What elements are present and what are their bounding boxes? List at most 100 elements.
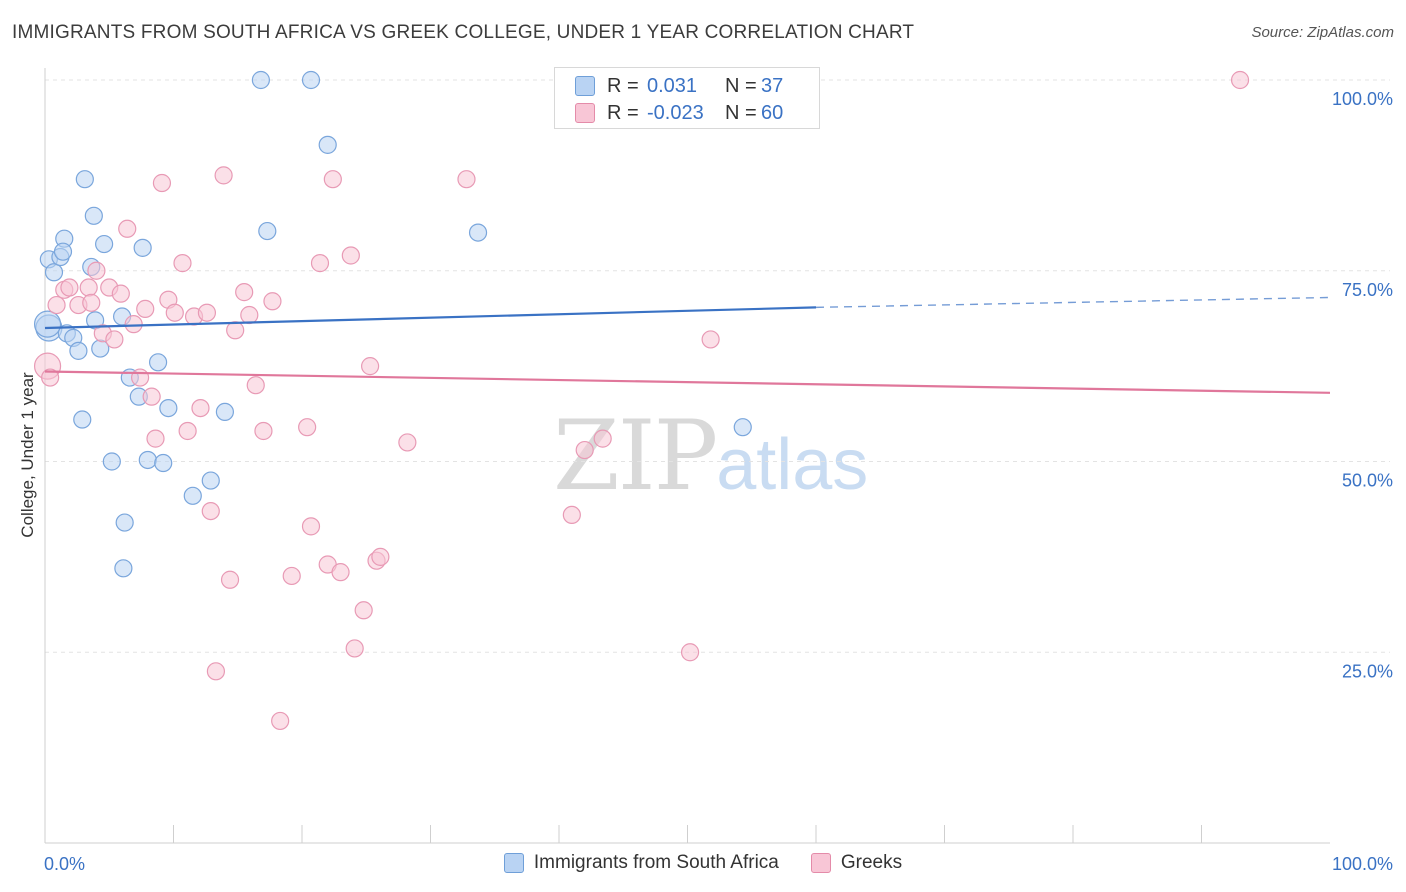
- point-greeks: [173, 254, 192, 273]
- point-greeks: [271, 711, 290, 731]
- point-greeks: [345, 639, 364, 658]
- point-greeks: [562, 505, 581, 525]
- point-greeks: [361, 357, 380, 376]
- point-south-africa: [183, 486, 202, 505]
- point-greeks: [301, 517, 321, 536]
- point-south-africa: [318, 135, 337, 154]
- point-greeks: [105, 330, 124, 349]
- point-greeks: [87, 261, 106, 280]
- point-south-africa: [154, 453, 173, 473]
- point-greeks: [235, 283, 254, 302]
- point-greeks: [701, 330, 720, 349]
- point-greeks: [398, 433, 417, 452]
- legend-row-pink: R = -0.023 N = 60: [575, 99, 783, 127]
- point-greeks: [310, 254, 330, 273]
- point-greeks: [165, 303, 184, 322]
- point-greeks: [354, 601, 373, 620]
- series-legend: Immigrants from South Africa Greeks: [0, 852, 1406, 874]
- point-greeks: [214, 166, 233, 185]
- y-tick-label: 100.0%: [1332, 89, 1393, 109]
- legend-r-label: R =: [607, 74, 639, 97]
- point-greeks: [240, 305, 259, 325]
- x-tick-label: 0.0%: [44, 854, 85, 874]
- point-greeks: [575, 440, 594, 460]
- x-tick-label: 100.0%: [1332, 854, 1393, 874]
- point-south-africa: [159, 398, 178, 418]
- point-greeks: [246, 376, 265, 395]
- trendline-greeks: [44, 370, 1331, 394]
- point-south-africa: [69, 341, 88, 360]
- point-south-africa: [115, 513, 134, 532]
- point-greeks: [680, 643, 700, 662]
- point-greeks: [457, 170, 476, 189]
- point-greeks: [331, 563, 350, 582]
- point-greeks: [124, 315, 143, 334]
- point-greeks: [130, 368, 150, 387]
- point-greeks: [146, 429, 165, 448]
- point-greeks: [47, 295, 66, 315]
- point-south-africa: [201, 471, 220, 490]
- point-south-africa: [73, 410, 92, 429]
- point-south-africa: [44, 263, 64, 282]
- point-greeks: [197, 303, 217, 322]
- point-south-africa: [258, 221, 277, 241]
- point-south-africa: [114, 559, 133, 578]
- point-south-africa: [215, 402, 234, 422]
- y-tick-label: 75.0%: [1342, 280, 1393, 300]
- point-greeks: [41, 368, 60, 387]
- legend-item-south-africa[interactable]: Immigrants from South Africa: [503, 852, 779, 874]
- legend-label: Immigrants from South Africa: [533, 852, 779, 873]
- legend-swatch-pink: [810, 853, 831, 873]
- legend-r-value: -0.023: [647, 101, 704, 124]
- point-greeks: [206, 662, 226, 681]
- point-greeks: [152, 173, 172, 193]
- point-south-africa: [53, 242, 73, 261]
- point-south-africa: [33, 310, 62, 338]
- legend-swatch-pink: [575, 103, 595, 123]
- legend-row-blue: R = 0.031 N = 37: [575, 72, 783, 100]
- point-greeks: [1230, 70, 1250, 90]
- point-south-africa: [133, 238, 152, 257]
- point-greeks: [142, 387, 161, 406]
- point-greeks: [263, 292, 282, 311]
- point-greeks: [341, 246, 360, 265]
- point-greeks: [298, 418, 317, 437]
- legend-n-value: 60: [761, 101, 784, 124]
- point-greeks: [136, 299, 155, 318]
- point-south-africa: [148, 353, 168, 372]
- point-south-africa: [95, 234, 114, 254]
- point-greeks: [593, 429, 612, 448]
- point-greeks: [118, 219, 137, 238]
- point-greeks: [82, 293, 101, 312]
- point-greeks: [220, 570, 240, 589]
- legend-r-label: R =: [607, 101, 639, 124]
- legend-item-greeks[interactable]: Greeks: [810, 852, 903, 874]
- source-label: Source: ZipAtlas.com: [1251, 24, 1394, 41]
- point-south-africa: [84, 206, 103, 225]
- y-axis-label: College, Under 1 year: [18, 372, 37, 538]
- point-greeks: [60, 278, 79, 297]
- point-south-africa: [733, 418, 752, 437]
- legend-swatch-blue: [503, 853, 524, 873]
- point-greeks: [254, 421, 273, 441]
- stats-legend: R = 0.031 N = 37 R = -0.023 N = 60: [554, 67, 820, 129]
- trendline-south-africa: [44, 306, 817, 330]
- point-south-africa: [75, 170, 94, 189]
- point-south-africa: [102, 452, 121, 471]
- legend-r-value: 0.031: [647, 74, 698, 97]
- legend-n-label: N =: [725, 74, 757, 97]
- point-greeks: [226, 321, 245, 340]
- trendline-south-africa-extension: [815, 296, 1331, 309]
- y-tick-label: 50.0%: [1342, 471, 1393, 491]
- legend-n-value: 37: [761, 74, 784, 97]
- point-south-africa: [251, 70, 270, 90]
- point-south-africa: [301, 70, 321, 90]
- point-greeks: [79, 278, 98, 297]
- y-tick-label: 25.0%: [1342, 661, 1393, 681]
- point-south-africa: [468, 223, 488, 242]
- legend-label: Greeks: [840, 852, 903, 873]
- point-greeks: [282, 566, 301, 586]
- legend-swatch-blue: [575, 76, 595, 96]
- legend-n-label: N =: [725, 101, 757, 124]
